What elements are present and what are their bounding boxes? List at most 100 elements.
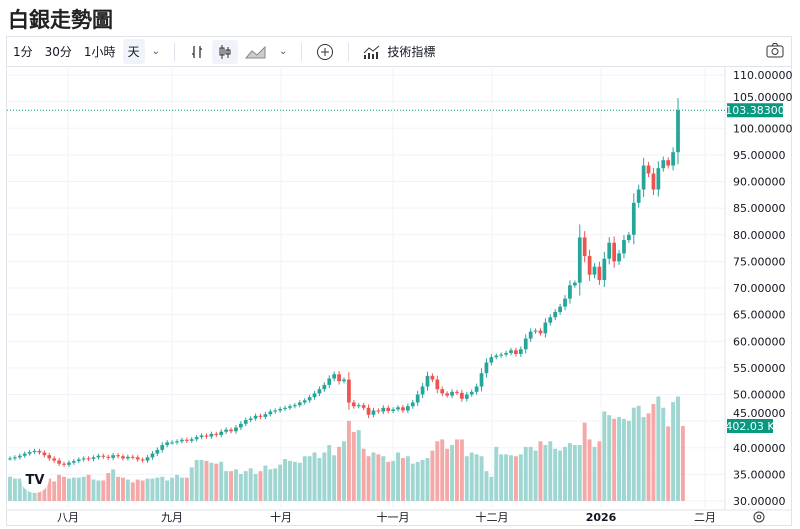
y-tick-label: 90.00000 <box>733 176 786 189</box>
y-tick-label: 50.00000 <box>733 389 786 402</box>
candle-body <box>91 457 96 459</box>
candle-body <box>184 439 189 441</box>
volume-bar <box>523 446 528 501</box>
volume-bar <box>572 445 577 501</box>
volume-bar <box>332 455 337 501</box>
volume-bar <box>253 473 258 501</box>
candle-body <box>243 420 248 424</box>
candle-body <box>631 202 636 235</box>
volume-bar <box>617 417 622 501</box>
interval-30m[interactable]: 30分 <box>44 45 72 59</box>
candle-body <box>445 393 450 396</box>
candle-body <box>391 409 395 412</box>
candle-body <box>199 435 204 438</box>
volume-bar <box>366 456 371 501</box>
volume-bar <box>396 452 400 501</box>
volume-bar <box>273 468 278 501</box>
candle-body <box>494 355 499 358</box>
candle-body <box>17 455 22 458</box>
candle-body <box>410 402 415 407</box>
candle-body <box>307 397 312 401</box>
volume-bar <box>405 456 410 501</box>
candle-body <box>366 407 371 415</box>
y-tick-label: 95.00000 <box>733 149 786 162</box>
candle-body <box>553 311 558 318</box>
candle-body <box>302 400 307 403</box>
interval-1m[interactable]: 1分 <box>13 45 33 59</box>
volume-bar <box>224 471 229 501</box>
plus-circle-icon[interactable] <box>311 39 339 65</box>
volume-bar <box>22 477 27 501</box>
candle-body <box>189 439 194 441</box>
candle-body <box>111 455 116 458</box>
volume-bar <box>214 463 219 501</box>
candle-body <box>415 394 420 403</box>
y-tick-label: 100.00000 <box>733 122 793 135</box>
candle-body <box>32 450 37 453</box>
volume-bar <box>567 443 572 501</box>
y-tick-label: 40.00000 <box>733 442 786 455</box>
volume-bar <box>558 450 563 501</box>
volume-bar <box>297 462 302 501</box>
volume-bar <box>440 439 445 501</box>
camera-icon[interactable] <box>766 42 784 62</box>
candle-body <box>297 402 302 406</box>
volume-bar <box>209 462 214 501</box>
candle-body <box>253 415 258 419</box>
volume-bar <box>66 478 71 501</box>
indicators-button[interactable]: 技術指標 <box>358 39 440 64</box>
volume-bar <box>577 445 582 501</box>
volume-bar <box>587 439 592 501</box>
candle-body <box>170 442 174 444</box>
volume-bar <box>597 441 602 501</box>
candle-body <box>317 389 322 394</box>
chevron-down-icon[interactable]: ⌄ <box>151 46 160 57</box>
candle-body <box>204 435 209 437</box>
volume-bar <box>553 448 558 501</box>
bar-chart-icon[interactable] <box>184 40 210 64</box>
volume-bar <box>381 456 386 501</box>
y-tick-label: 110.00000 <box>733 69 793 82</box>
y-tick-label: 85.00000 <box>733 202 786 215</box>
volume-bar <box>509 455 513 501</box>
candle-body <box>666 160 671 166</box>
volume-bar <box>430 450 435 501</box>
tradingview-logo <box>21 465 49 493</box>
chart-toolbar: 1分 30分 1小時 天 ⌄ ⌄ 技術指標 <box>6 36 792 67</box>
volume-bar <box>160 476 165 501</box>
candle-body <box>101 455 106 457</box>
interval-1h[interactable]: 1小時 <box>83 45 116 59</box>
last-volume-badge <box>727 418 773 433</box>
settings-icon[interactable] <box>753 511 765 523</box>
candle-body <box>607 242 612 259</box>
volume-bar <box>386 461 391 501</box>
candlestick-icon[interactable] <box>211 39 238 64</box>
y-tick-label: 45.00000 <box>733 407 786 420</box>
candle-body <box>273 410 278 412</box>
candle-body <box>342 379 346 382</box>
candle-body <box>523 338 528 350</box>
candle-body <box>401 407 405 411</box>
x-tick-label: 十二月 <box>476 510 509 524</box>
interval-1d[interactable]: 天 <box>122 39 145 64</box>
volume-bar <box>140 480 145 501</box>
candle-body <box>582 237 587 257</box>
candle-body <box>57 460 61 464</box>
y-tick-label: 65.00000 <box>733 309 786 322</box>
volume-bar <box>179 477 184 501</box>
volume-bar <box>538 441 543 501</box>
volume-bar <box>607 415 612 501</box>
candle-body <box>450 391 454 396</box>
candle-body <box>430 375 435 380</box>
volume-bar <box>204 460 209 501</box>
area-chart-icon[interactable] <box>240 40 272 64</box>
chevron-down-icon[interactable]: ⌄ <box>278 46 288 57</box>
volume-bar <box>302 456 307 501</box>
volume-bar <box>91 479 96 501</box>
candle-body <box>283 407 287 409</box>
last-price-badge <box>727 103 783 118</box>
candle-body <box>86 458 91 460</box>
candle-body <box>155 449 160 454</box>
volume-bar <box>410 463 415 501</box>
